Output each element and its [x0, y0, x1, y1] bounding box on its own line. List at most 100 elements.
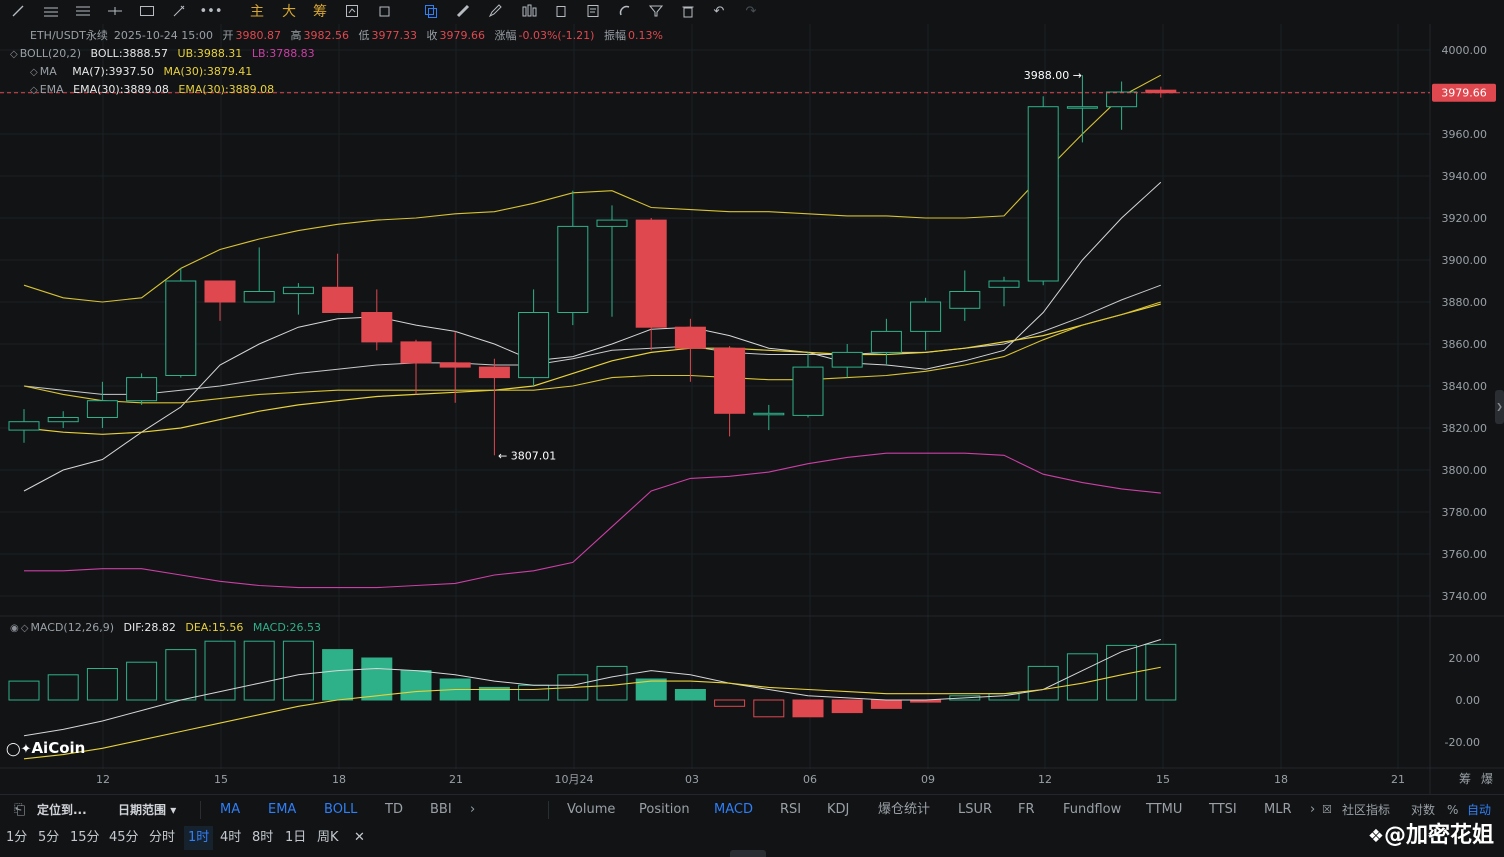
indicator-lines	[23, 74, 1162, 589]
log-scale-toggle[interactable]: 对数	[1411, 803, 1436, 817]
period-weekly[interactable]: 周K	[317, 830, 339, 845]
bars-compare-icon[interactable]	[516, 0, 542, 22]
sub-kdj[interactable]: KDJ	[827, 802, 850, 817]
macd-histogram-bar	[322, 649, 354, 701]
price-tick-label: 3960.00	[1442, 128, 1488, 141]
sub-fundflow[interactable]: Fundflow	[1063, 802, 1122, 817]
high-annotation: 3988.00 →	[1024, 69, 1082, 82]
time-tick-label: 10月24	[555, 773, 594, 786]
chart-settings-icon[interactable]	[339, 0, 365, 22]
macd-tick-label: -20.00	[1445, 736, 1480, 749]
time-tick-label: 09	[921, 773, 935, 786]
sub-macd[interactable]: MACD	[714, 802, 753, 817]
period-1d[interactable]: 1日	[285, 830, 307, 845]
pencil-icon[interactable]	[482, 0, 508, 22]
period-1m[interactable]: 1分	[6, 830, 28, 845]
indicator-ema[interactable]: EMA	[268, 802, 297, 817]
diamond-logo-icon: ❖	[1367, 826, 1384, 847]
macd-histogram-bar	[831, 699, 863, 714]
period-15m[interactable]: 15分	[70, 830, 100, 845]
trendline-icon[interactable]	[5, 0, 31, 22]
ruler-icon[interactable]	[450, 0, 476, 22]
horizontal-ray-icon[interactable]	[38, 0, 64, 22]
panel-resize-handle[interactable]	[730, 850, 766, 857]
price-tick-label: 3740.00	[1442, 590, 1488, 603]
candle-body	[1145, 89, 1177, 94]
date-range-button[interactable]: 日期范围 ▾	[118, 803, 177, 817]
sub-position[interactable]: Position	[639, 802, 690, 817]
trash-icon[interactable]	[675, 0, 701, 22]
bell-icon[interactable]: ◇	[20, 623, 29, 634]
chip-big-icon[interactable]: 大	[282, 4, 296, 20]
candle-body	[361, 312, 393, 343]
ema-legend[interactable]: ◇ EMA EMA(30):3889.08 EMA(30):3889.08	[30, 82, 280, 98]
macd-histogram-bar	[361, 657, 393, 701]
copy-shape-icon[interactable]	[418, 0, 444, 22]
indicator-ma[interactable]: MA	[220, 802, 241, 817]
sub-mlr[interactable]: MLR	[1264, 802, 1292, 817]
community-icon[interactable]: ☒	[1322, 803, 1332, 816]
locate-icon[interactable]: ⎗	[14, 802, 26, 818]
chip-main-icon[interactable]: 主	[250, 4, 264, 20]
sub-liquidation[interactable]: 爆仓统计	[878, 802, 931, 817]
indicator-boll[interactable]: BOLL	[324, 802, 358, 817]
chevron-right-icon[interactable]: ›	[470, 802, 476, 817]
bell-icon[interactable]: ◇	[30, 85, 38, 96]
eye-icon[interactable]: ◉	[10, 623, 19, 634]
time-tick-label: 21	[1391, 773, 1405, 786]
sub-ttsi[interactable]: TTSI	[1209, 802, 1237, 817]
candle-body	[792, 366, 824, 416]
period-4h[interactable]: 4时	[220, 830, 242, 845]
percent-scale-toggle[interactable]: %	[1447, 803, 1459, 817]
candlesticks	[8, 75, 1177, 456]
candle-body	[910, 301, 942, 332]
sub-lsur[interactable]: LSUR	[958, 802, 993, 817]
filter-icon[interactable]	[643, 0, 669, 22]
redo-icon[interactable]: ↷	[745, 3, 757, 19]
time-tick-label: 18	[1274, 773, 1288, 786]
chevron-right-icon[interactable]: ›	[1310, 802, 1316, 817]
locate-button[interactable]: 定位到...	[37, 803, 87, 817]
sub-volume[interactable]: Volume	[567, 802, 616, 817]
alarm-icon[interactable]	[548, 0, 574, 22]
price-chart[interactable]: 4000.003980.003960.003940.003920.003900.…	[0, 24, 1504, 794]
sub-rsi[interactable]: RSI	[780, 802, 802, 817]
current-price-label: 3979.66	[1441, 87, 1487, 100]
bell-icon[interactable]: ◇	[30, 67, 38, 78]
parallel-lines-icon[interactable]	[70, 0, 96, 22]
auto-scale-toggle[interactable]: 自动	[1467, 803, 1492, 817]
close-value: 3979.66	[439, 29, 486, 42]
note-icon[interactable]	[580, 0, 606, 22]
macd-tick-label: 0.00	[1456, 694, 1481, 707]
period-1h[interactable]: 1时	[184, 826, 214, 850]
chip-distribution-icon[interactable]: 筹	[313, 4, 327, 20]
amplitude-value: 0.13%	[627, 29, 663, 42]
undo-icon[interactable]: ↶	[713, 3, 725, 19]
macd-histogram-bar	[400, 670, 432, 701]
sub-fr[interactable]: FR	[1018, 802, 1035, 817]
boll-legend[interactable]: ◇ BOLL(20,2) BOLL:3888.57 UB:3988.31 LB:3…	[10, 46, 321, 62]
close-icon[interactable]: ✕	[354, 830, 365, 845]
rectangle-icon[interactable]	[134, 0, 160, 22]
indicator-bbi[interactable]: BBI	[430, 802, 452, 817]
period-5m[interactable]: 5分	[38, 830, 60, 845]
magnet-icon[interactable]	[612, 0, 638, 22]
period-45m[interactable]: 45分	[109, 830, 139, 845]
bell-icon[interactable]: ◇	[10, 49, 18, 60]
crosshair-line-icon[interactable]	[102, 0, 128, 22]
candle-body	[243, 291, 275, 303]
community-indicators[interactable]: 社区指标	[1342, 803, 1391, 817]
macd-legend[interactable]: ◉ ◇ MACD(12,26,9) DIF:28.82 DEA:15.56 MACD…	[10, 620, 327, 636]
indicator-td[interactable]: TD	[385, 802, 403, 817]
period-8h[interactable]: 8时	[252, 830, 274, 845]
macd-histogram-bar	[8, 680, 40, 701]
candle-body	[596, 219, 628, 227]
ma-name: MA	[39, 65, 57, 78]
period-timeshare[interactable]: 分时	[149, 830, 176, 845]
sub-ttmu[interactable]: TTMU	[1146, 802, 1183, 817]
scroll-handle[interactable]: ❯	[1495, 390, 1504, 424]
ma-legend[interactable]: ◇ MA MA(7):3937.50 MA(30):3879.41	[30, 64, 258, 80]
more-icon[interactable]: •••	[199, 3, 223, 19]
brush-icon[interactable]	[166, 0, 192, 22]
layers-icon[interactable]	[372, 0, 398, 22]
